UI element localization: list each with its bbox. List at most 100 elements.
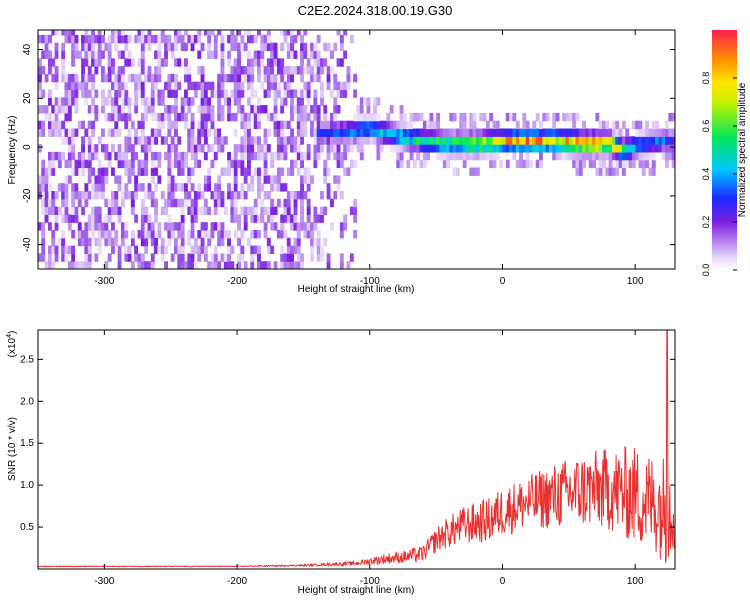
heatmap-cell — [257, 191, 261, 200]
heatmap-cell — [336, 128, 341, 137]
heatmap-cell — [233, 175, 238, 184]
heatmap-cell — [144, 206, 149, 215]
heatmap-cell — [150, 112, 155, 122]
heatmap-cell — [273, 183, 278, 192]
heatmap-cell — [572, 128, 577, 137]
heatmap-cell — [114, 175, 119, 184]
heatmap-cell — [203, 112, 208, 122]
heatmap-cell — [203, 128, 208, 137]
heatmap-cell — [552, 112, 557, 122]
heatmap-cell — [91, 50, 95, 59]
heatmap-cell — [280, 167, 285, 176]
heatmap-cell — [213, 198, 218, 208]
heatmap-cell — [107, 58, 112, 67]
heatmap-cell — [612, 144, 616, 153]
heatmap-cell — [286, 245, 291, 254]
heatmap-cell — [101, 167, 105, 176]
heatmap-cell — [363, 112, 367, 122]
heatmap-cell — [300, 151, 304, 161]
heatmap-cell — [71, 144, 76, 153]
heatmap-cell — [247, 206, 251, 215]
heatmap-cell — [220, 50, 225, 59]
heatmap-cell — [548, 144, 553, 153]
heatmap-cell — [104, 175, 109, 184]
heatmap-cell — [144, 230, 149, 239]
heatmap-cell — [588, 151, 593, 161]
heatmap-cell — [41, 105, 46, 114]
heatmap-cell — [91, 214, 95, 223]
heatmap-cell — [48, 128, 52, 137]
heatmap-cell — [107, 50, 112, 59]
heatmap-cell — [280, 97, 285, 106]
heatmap-cell — [545, 144, 550, 153]
heatmap-cell — [303, 112, 308, 122]
heatmap-cell — [81, 66, 85, 75]
heatmap-cell — [44, 73, 49, 83]
heatmap-cell — [111, 222, 115, 231]
heatmap-cell — [124, 222, 129, 231]
heatmap-cell — [67, 151, 72, 161]
heatmap-cell — [250, 105, 255, 114]
heatmap-cell — [323, 175, 328, 184]
snr-y-multiplier: (x104) — [6, 331, 18, 358]
heatmap-cell — [207, 144, 212, 153]
heatmap-cell — [266, 245, 271, 254]
heatmap-cell — [290, 261, 294, 269]
heatmap-cell — [150, 237, 155, 247]
heatmap-cell — [38, 253, 42, 262]
heatmap-cell — [605, 120, 610, 130]
heatmap-cell — [64, 112, 69, 122]
heatmap-cell — [203, 175, 208, 184]
heatmap-cell — [273, 81, 278, 91]
heatmap-cell — [87, 237, 92, 247]
heatmap-cell — [336, 58, 341, 67]
heatmap-cell — [220, 191, 225, 200]
heatmap-cell — [54, 253, 59, 262]
heatmap-cell — [84, 245, 89, 254]
heatmap-cell — [452, 112, 457, 122]
heatmap-cell — [207, 112, 212, 122]
heatmap-cell — [187, 81, 192, 91]
heatmap-cell — [628, 159, 633, 169]
heatmap-cell — [71, 30, 76, 36]
heatmap-cell — [154, 151, 158, 161]
heatmap-cell — [67, 261, 72, 269]
heatmap-cell — [147, 66, 152, 75]
heatmap-cell — [266, 175, 271, 184]
heatmap-cell — [71, 97, 76, 106]
heatmap-cell — [107, 112, 112, 122]
heatmap-cell — [555, 144, 560, 153]
heatmap-cell — [184, 89, 188, 98]
heatmap-cell — [180, 159, 185, 169]
heatmap-cell — [54, 245, 59, 254]
heatmap-cell — [276, 198, 281, 208]
heatmap-cell — [456, 144, 460, 153]
heatmap-cell — [51, 261, 56, 269]
heatmap-cell — [94, 253, 99, 262]
heatmap-cell — [402, 112, 407, 122]
heatmap-cell — [77, 50, 82, 59]
heatmap-cell — [436, 128, 440, 137]
heatmap-cell — [77, 261, 82, 269]
heatmap-cell — [91, 105, 95, 114]
heatmap-cell — [326, 167, 331, 176]
heatmap-cell — [184, 191, 188, 200]
heatmap-cell — [127, 50, 132, 59]
heatmap-cell — [253, 120, 258, 130]
heatmap-cell — [124, 167, 129, 176]
heatmap-cell — [38, 34, 42, 44]
heatmap-cell — [74, 105, 79, 114]
heatmap-cell — [220, 136, 225, 145]
heatmap-cell — [54, 112, 59, 122]
heatmap-cell — [134, 253, 139, 262]
heatmap-cell — [164, 222, 168, 231]
heatmap-cell — [320, 144, 324, 153]
heatmap-cell — [565, 136, 570, 145]
heatmap-cell — [257, 30, 261, 36]
heatmap-cell — [578, 167, 583, 176]
heatmap-cell — [120, 105, 125, 114]
heatmap-cell — [313, 97, 318, 106]
heatmap-cell — [648, 128, 653, 137]
heatmap-cell — [575, 144, 580, 153]
heatmap-cell — [54, 191, 59, 200]
